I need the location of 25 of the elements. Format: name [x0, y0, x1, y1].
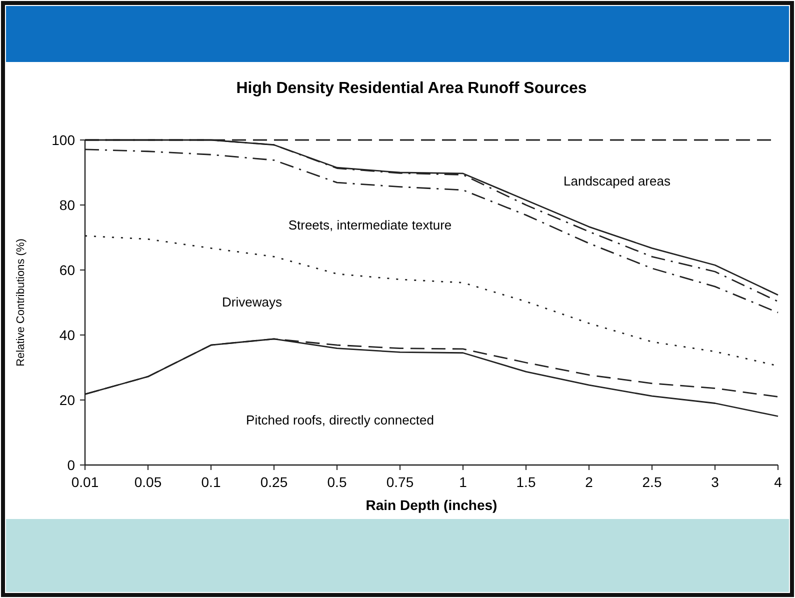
y-tick-label: 0 [67, 456, 76, 473]
x-tick-label: 2.5 [642, 474, 662, 490]
x-tick-label: 1 [459, 474, 468, 490]
x-tick-label: 4 [774, 474, 782, 490]
y-tick-label: 100 [52, 132, 76, 148]
x-tick-label: 0.5 [327, 474, 347, 490]
x-tick-label: 0.05 [134, 474, 162, 490]
x-tick-label: 0.01 [71, 474, 99, 490]
x-axis-title: Rain Depth (inches) [366, 497, 498, 513]
x-tick-label: 1.5 [516, 474, 536, 490]
x-tick-label: 0.75 [386, 474, 414, 490]
y-tick-label: 20 [59, 392, 76, 408]
x-tick-label: 0.25 [260, 474, 288, 490]
y-tick-label: 60 [59, 262, 76, 278]
annotation: Pitched roofs, directly connected [246, 412, 434, 428]
x-tick-label: 0.1 [201, 474, 221, 490]
annotation: Landscaped areas [564, 174, 671, 189]
annotation: Streets, intermediate texture [288, 218, 452, 233]
y-axis-title: Relative Contributions (%) [15, 238, 27, 366]
annotation: Driveways [222, 294, 282, 310]
y-tick-label: 80 [59, 196, 76, 213]
y-tick-label: 40 [59, 326, 76, 343]
x-tick-label: 3 [711, 474, 720, 490]
chart-title: High Density Residential Area Runoff Sources [236, 80, 587, 97]
x-tick-label: 2 [585, 474, 594, 490]
